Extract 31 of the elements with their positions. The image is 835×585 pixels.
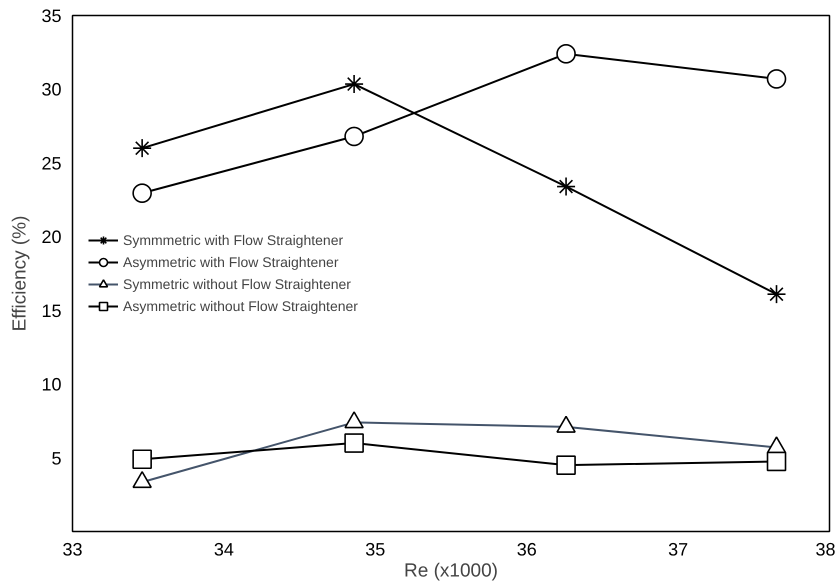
x-tick-label: 38 bbox=[815, 540, 835, 560]
x-tick-label: 35 bbox=[365, 540, 386, 560]
y-tick-label: 20 bbox=[41, 227, 62, 248]
legend-label: Symmmetric with Flow Straightener bbox=[123, 232, 344, 248]
point bbox=[132, 183, 152, 203]
point bbox=[556, 176, 576, 196]
x-tick-label: 33 bbox=[62, 540, 83, 560]
point bbox=[556, 44, 576, 64]
point bbox=[766, 69, 786, 89]
x-tick-label: 36 bbox=[516, 540, 537, 560]
point bbox=[132, 138, 152, 158]
point bbox=[344, 126, 364, 146]
x-tick-label: 34 bbox=[214, 540, 234, 560]
x-tick-label: 37 bbox=[668, 540, 688, 560]
point bbox=[344, 433, 364, 453]
y-tick-label: 15 bbox=[41, 300, 62, 321]
y-tick-label: 30 bbox=[41, 80, 62, 100]
x-axis-title: Re (x1000) bbox=[404, 560, 498, 582]
y-tick-label: 35 bbox=[41, 6, 62, 26]
point bbox=[766, 284, 786, 304]
point bbox=[766, 452, 786, 472]
legend-label: Asymmetric with Flow Straightener bbox=[123, 254, 339, 270]
point bbox=[344, 74, 364, 94]
y-tick-label: 5 bbox=[51, 448, 62, 468]
y-tick-label: 10 bbox=[41, 374, 62, 395]
point bbox=[556, 455, 576, 475]
legend-label: Symmetric without Flow Straightener bbox=[123, 276, 351, 292]
y-axis-title: Efficiency (%) bbox=[9, 216, 30, 332]
legend-label: Asymmetric without Flow Straightener bbox=[123, 298, 358, 314]
y-tick-label: 25 bbox=[41, 153, 62, 174]
point bbox=[132, 449, 152, 470]
